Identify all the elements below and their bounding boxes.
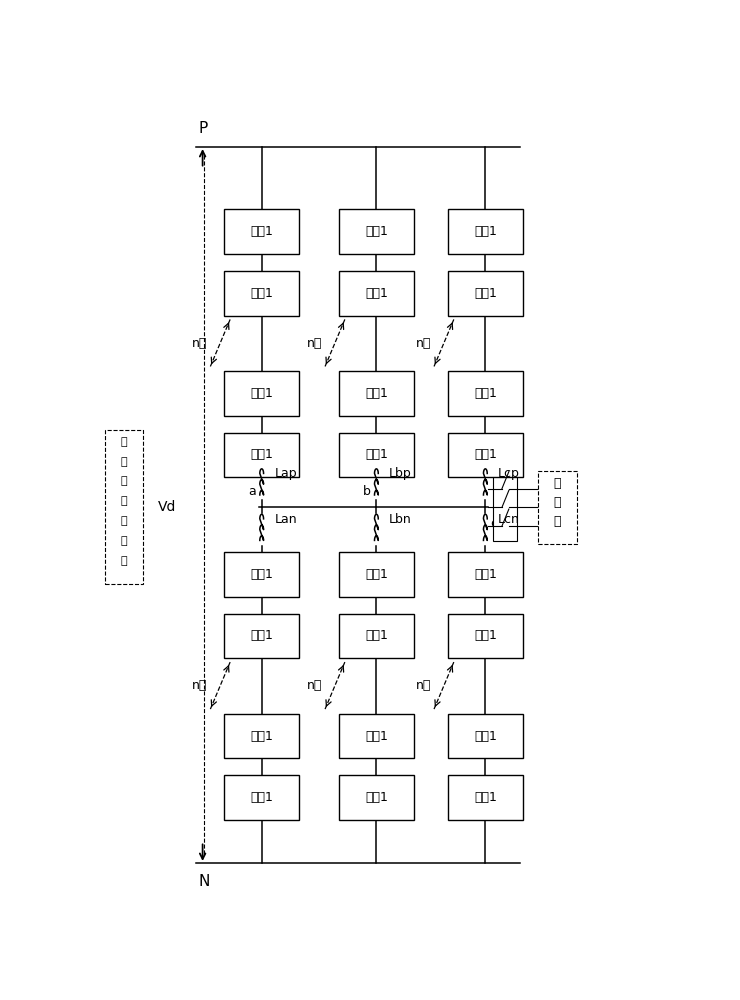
Text: 模兗1: 模兗1 [474,629,497,642]
Text: 模兗1: 模兗1 [250,287,273,300]
Bar [448,433,522,477]
Text: b: b [363,485,371,498]
Text: 模兗1: 模兗1 [365,791,388,804]
Text: Lap: Lap [275,467,297,480]
Bar [224,371,299,416]
Bar [339,371,414,416]
Text: n个: n个 [192,679,207,692]
Text: 模兗1: 模兗1 [474,287,497,300]
Text: 模兗1: 模兗1 [365,387,388,400]
Text: 模兗1: 模兗1 [250,791,273,804]
Text: 模兗1: 模兗1 [365,629,388,642]
Text: n个: n个 [306,337,322,350]
Text: 模兗1: 模兗1 [250,629,273,642]
Text: Lcn: Lcn [498,513,519,526]
Text: 模兗1: 模兗1 [474,791,497,804]
Text: n个: n个 [192,337,207,350]
Text: 公: 公 [121,437,127,447]
Text: 模兗1: 模兗1 [474,568,497,581]
Bar [339,552,414,597]
Text: Lcp: Lcp [498,467,519,480]
Text: 流: 流 [554,496,561,509]
Text: 线: 线 [121,536,127,546]
Bar [339,209,414,254]
Text: 共: 共 [121,457,127,467]
Text: 侧: 侧 [121,556,127,566]
Text: 模兗1: 模兗1 [250,225,273,238]
Bar [224,433,299,477]
Bar [448,775,522,820]
Bar [448,552,522,597]
Text: 模兗1: 模兗1 [474,225,497,238]
Text: 模兗1: 模兗1 [365,287,388,300]
Text: 模兗1: 模兗1 [250,387,273,400]
Text: 直: 直 [121,476,127,486]
Text: 模兗1: 模兗1 [365,568,388,581]
Text: a: a [248,485,256,498]
Bar [224,209,299,254]
Text: Lbn: Lbn [389,513,411,526]
Text: 模兗1: 模兗1 [365,730,388,742]
Bar [537,471,576,544]
Bar [448,371,522,416]
Bar [339,775,414,820]
Text: K1: K1 [497,555,514,568]
Text: P: P [198,121,208,136]
Bar [339,714,414,758]
Text: 模兗1: 模兗1 [250,730,273,742]
Bar [339,433,414,477]
Text: 侧: 侧 [554,515,561,528]
Text: c: c [490,517,497,530]
Bar [339,614,414,658]
Text: 模兗1: 模兗1 [250,568,273,581]
Text: 流: 流 [121,496,127,506]
Bar [224,271,299,316]
Text: 模兗1: 模兗1 [365,448,388,461]
Text: Lan: Lan [275,513,297,526]
Text: n个: n个 [415,679,431,692]
Text: N: N [198,874,210,889]
Text: 模兗1: 模兗1 [365,225,388,238]
Bar [224,552,299,597]
Bar [448,209,522,254]
Bar [448,714,522,758]
Bar [448,614,522,658]
Text: n个: n个 [415,337,431,350]
Bar [494,473,517,541]
Bar [224,714,299,758]
Text: 模兗1: 模兗1 [474,448,497,461]
Bar [224,614,299,658]
Text: 模兗1: 模兗1 [474,387,497,400]
Bar [339,271,414,316]
Text: Vd: Vd [158,500,176,514]
Text: Lbp: Lbp [389,467,411,480]
Text: 模兗1: 模兗1 [474,730,497,742]
Bar [105,430,143,584]
Text: n个: n个 [306,679,322,692]
Text: 模兗1: 模兗1 [250,448,273,461]
Text: 交: 交 [554,477,561,490]
Bar [448,271,522,316]
Text: 母: 母 [121,516,127,526]
Bar [224,775,299,820]
